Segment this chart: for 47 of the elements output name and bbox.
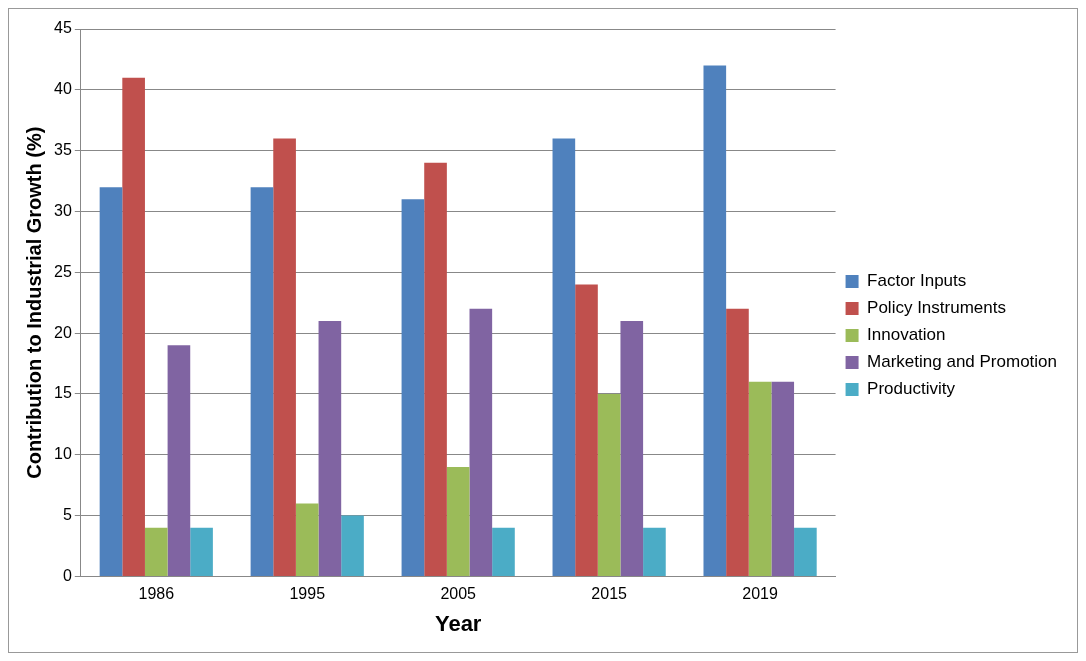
bar — [446, 466, 470, 576]
bar — [703, 65, 727, 576]
bar — [250, 187, 274, 576]
x-tick-label: 2005 — [440, 585, 477, 603]
y-tick-label: 25 — [54, 262, 72, 280]
bar — [401, 199, 425, 576]
y-tick-label: 45 — [54, 19, 72, 37]
y-tick-label: 20 — [54, 323, 72, 341]
bar — [643, 527, 666, 576]
legend-label: Productivity — [867, 379, 956, 399]
bar — [726, 308, 749, 576]
bar — [469, 308, 493, 576]
y-tick-label: 35 — [54, 141, 72, 159]
y-tick-label: 30 — [54, 201, 72, 219]
y-tick-label: 15 — [54, 384, 72, 402]
bar — [341, 515, 364, 576]
y-tick-label: 10 — [54, 445, 72, 463]
x-tick-label: 2015 — [591, 585, 628, 603]
x-axis-title: Year — [434, 610, 482, 636]
bar — [167, 345, 191, 576]
legend-label: Policy Instruments — [867, 298, 1006, 318]
bar — [318, 320, 342, 576]
legend-label: Innovation — [867, 325, 946, 345]
bar — [597, 393, 621, 576]
bar — [295, 503, 319, 576]
bar — [424, 162, 447, 576]
bar — [748, 381, 772, 576]
y-axis-title: Contribution to Industrial Growth (%) — [22, 126, 45, 479]
bar — [620, 320, 644, 576]
bar — [99, 187, 123, 576]
x-tick-label: 1995 — [289, 585, 326, 603]
y-tick-label: 40 — [54, 80, 72, 98]
bar — [575, 284, 598, 576]
bar — [771, 381, 795, 576]
bar — [273, 138, 296, 576]
bar — [552, 138, 576, 576]
y-tick-label: 5 — [62, 505, 72, 523]
y-tick-label: 0 — [62, 566, 72, 584]
bar — [492, 527, 515, 576]
bar — [122, 77, 145, 576]
bar — [144, 527, 168, 576]
bar — [794, 527, 817, 576]
bar — [190, 527, 213, 576]
legend-label: Marketing and Promotion — [867, 352, 1058, 372]
legend-label: Factor Inputs — [867, 271, 967, 291]
x-tick-label: 1986 — [138, 585, 175, 603]
x-tick-label: 2019 — [742, 585, 778, 603]
